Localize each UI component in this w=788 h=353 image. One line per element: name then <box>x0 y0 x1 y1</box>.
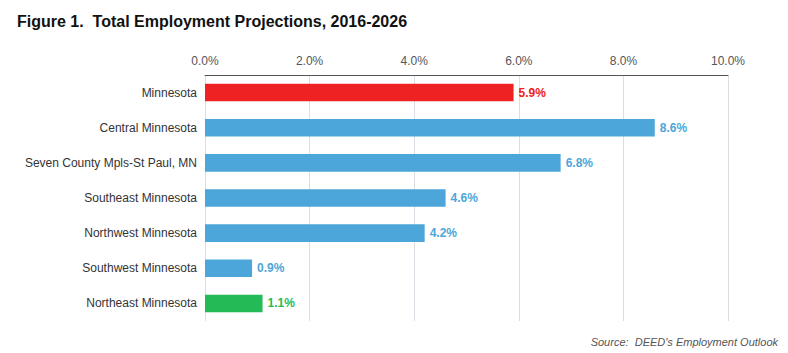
svg-text:4.6%: 4.6% <box>451 191 479 205</box>
svg-text:Minnesota: Minnesota <box>142 86 198 100</box>
svg-text:10.0%: 10.0% <box>711 54 745 68</box>
svg-text:Southeast Minnesota: Southeast Minnesota <box>84 191 197 205</box>
svg-text:8.6%: 8.6% <box>660 121 688 135</box>
svg-text:4.2%: 4.2% <box>430 226 458 240</box>
svg-text:0.9%: 0.9% <box>257 261 285 275</box>
svg-text:0.0%: 0.0% <box>191 54 219 68</box>
svg-text:5.9%: 5.9% <box>519 86 547 100</box>
svg-text:Seven County Mpls-St Paul, MN: Seven County Mpls-St Paul, MN <box>25 156 197 170</box>
svg-text:Northeast Minnesota: Northeast Minnesota <box>86 296 197 310</box>
svg-text:6.0%: 6.0% <box>505 54 533 68</box>
svg-text:Figure 1. Total Employment Pr: Figure 1. Total Employment Projections, … <box>17 13 407 30</box>
svg-text:6.8%: 6.8% <box>566 156 594 170</box>
svg-text:Southwest Minnesota: Southwest Minnesota <box>82 261 197 275</box>
svg-text:Northwest Minnesota: Northwest Minnesota <box>84 226 197 240</box>
svg-text:8.0%: 8.0% <box>610 54 638 68</box>
svg-text:2.0%: 2.0% <box>296 54 324 68</box>
svg-text:Source: DEED's Employment Out: Source: DEED's Employment Outlook <box>591 336 779 348</box>
svg-text:4.0%: 4.0% <box>401 54 429 68</box>
svg-text:1.1%: 1.1% <box>268 296 296 310</box>
svg-text:Central Minnesota: Central Minnesota <box>100 121 198 135</box>
